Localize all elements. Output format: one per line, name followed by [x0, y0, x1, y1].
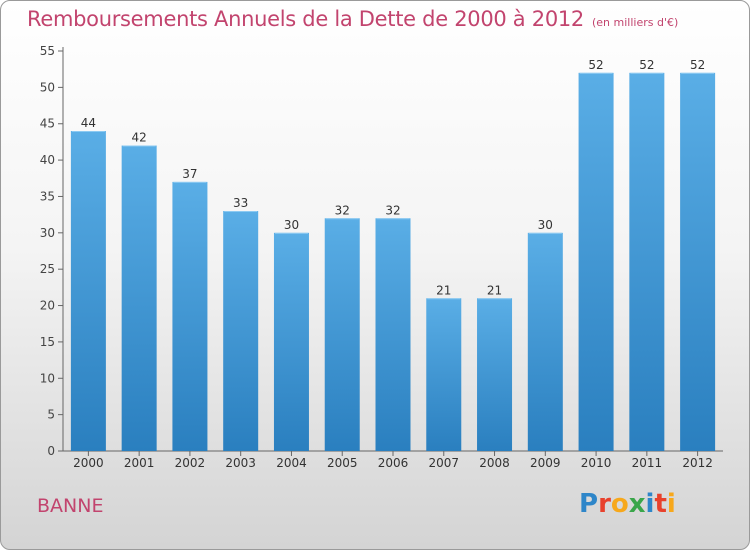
x-tick-label: 2002	[175, 456, 206, 470]
logo-letter: t	[654, 489, 667, 519]
x-tick-label: 2003	[225, 456, 256, 470]
bar	[223, 211, 259, 451]
y-tick-label: 15	[40, 335, 55, 349]
y-tick-label: 40	[40, 153, 55, 167]
bar	[426, 298, 462, 451]
y-tick-label: 55	[40, 44, 55, 58]
chart-title-text: Remboursements Annuels de la Dette de 20…	[27, 7, 584, 31]
x-tick-label: 2006	[378, 456, 409, 470]
bar-value-label: 30	[284, 218, 299, 232]
bar	[121, 145, 157, 451]
bar-value-label: 33	[233, 196, 248, 210]
bar	[680, 72, 716, 452]
bar-value-label: 52	[690, 58, 705, 72]
x-tick-label: 2007	[428, 456, 459, 470]
bar	[578, 72, 614, 452]
chart-title: Remboursements Annuels de la Dette de 20…	[27, 7, 678, 31]
bar	[629, 72, 665, 452]
bar	[172, 181, 208, 451]
bar-value-label: 32	[385, 203, 400, 217]
x-tick-label: 2001	[124, 456, 155, 470]
y-tick-label: 50	[40, 80, 55, 94]
logo-letter: i	[666, 489, 676, 519]
bar	[324, 218, 360, 451]
x-tick-label: 2005	[327, 456, 358, 470]
y-tick-label: 45	[40, 117, 55, 131]
x-tick-label: 2009	[530, 456, 561, 470]
bar-value-label: 30	[538, 218, 553, 232]
y-tick-label: 0	[47, 444, 55, 458]
city-name: BANNE	[37, 495, 104, 517]
logo-letter: x	[628, 489, 646, 519]
bar-value-label: 32	[335, 203, 350, 217]
y-tick-label: 10	[40, 371, 55, 385]
bar	[477, 298, 513, 451]
x-tick-label: 2000	[73, 456, 104, 470]
y-tick-label: 35	[40, 189, 55, 203]
bar-value-label: 21	[436, 283, 451, 297]
bar-value-label: 42	[132, 131, 147, 145]
bar	[527, 232, 563, 451]
proxiti-logo: Proxiti	[579, 489, 676, 519]
x-tick-label: 2004	[276, 456, 307, 470]
logo-letter: i	[645, 489, 655, 519]
y-tick-label: 25	[40, 262, 55, 276]
x-tick-label: 2010	[581, 456, 612, 470]
x-tick-label: 2012	[682, 456, 713, 470]
chart-unit-label: (en milliers d'€)	[592, 16, 679, 29]
y-tick-label: 20	[40, 299, 55, 313]
x-tick-label: 2011	[632, 456, 663, 470]
bar	[70, 131, 106, 451]
bar	[273, 232, 309, 451]
x-tick-label: 2008	[479, 456, 510, 470]
logo-letter: o	[610, 489, 629, 519]
bar-value-label: 52	[588, 58, 603, 72]
bar-value-label: 37	[182, 167, 197, 181]
logo-letter: r	[598, 489, 611, 519]
y-tick-label: 30	[40, 226, 55, 240]
bar-value-label: 52	[639, 58, 654, 72]
bar	[375, 218, 411, 451]
logo-letter: P	[579, 489, 599, 519]
bar-value-label: 21	[487, 283, 502, 297]
bar-value-label: 44	[81, 116, 96, 130]
y-tick-label: 5	[47, 408, 55, 422]
